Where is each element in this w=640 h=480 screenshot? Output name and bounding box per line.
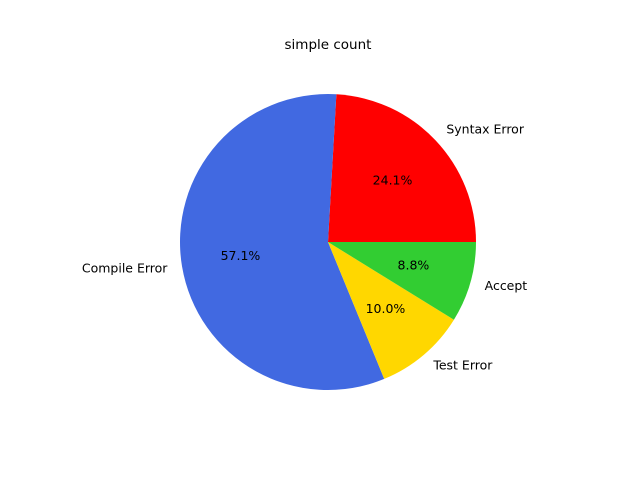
pie-slice-accept — [328, 242, 476, 320]
percent-label-compile-error: 57.1% — [221, 248, 261, 263]
percent-label-test-error: 10.0% — [366, 301, 406, 316]
slice-label-test-error: Test Error — [432, 358, 493, 373]
slice-label-accept: Accept — [485, 278, 528, 293]
percent-labels: 24.1% 57.1% 10.0% 8.8% — [221, 173, 430, 317]
percent-label-accept: 8.8% — [398, 258, 430, 273]
percent-label-syntax-error: 24.1% — [373, 173, 413, 188]
pie-slice-syntax-error — [328, 94, 476, 242]
slice-labels: Syntax Error Compile Error Test Error Accep… — [82, 122, 527, 373]
pie-slice-test-error — [328, 242, 454, 379]
slice-label-syntax-error: Syntax Error — [446, 122, 525, 137]
chart-title: simple count — [285, 37, 372, 53]
pie-slices — [180, 94, 476, 390]
slice-label-compile-error: Compile Error — [82, 260, 168, 275]
pie-slice-compile-error — [180, 94, 385, 390]
